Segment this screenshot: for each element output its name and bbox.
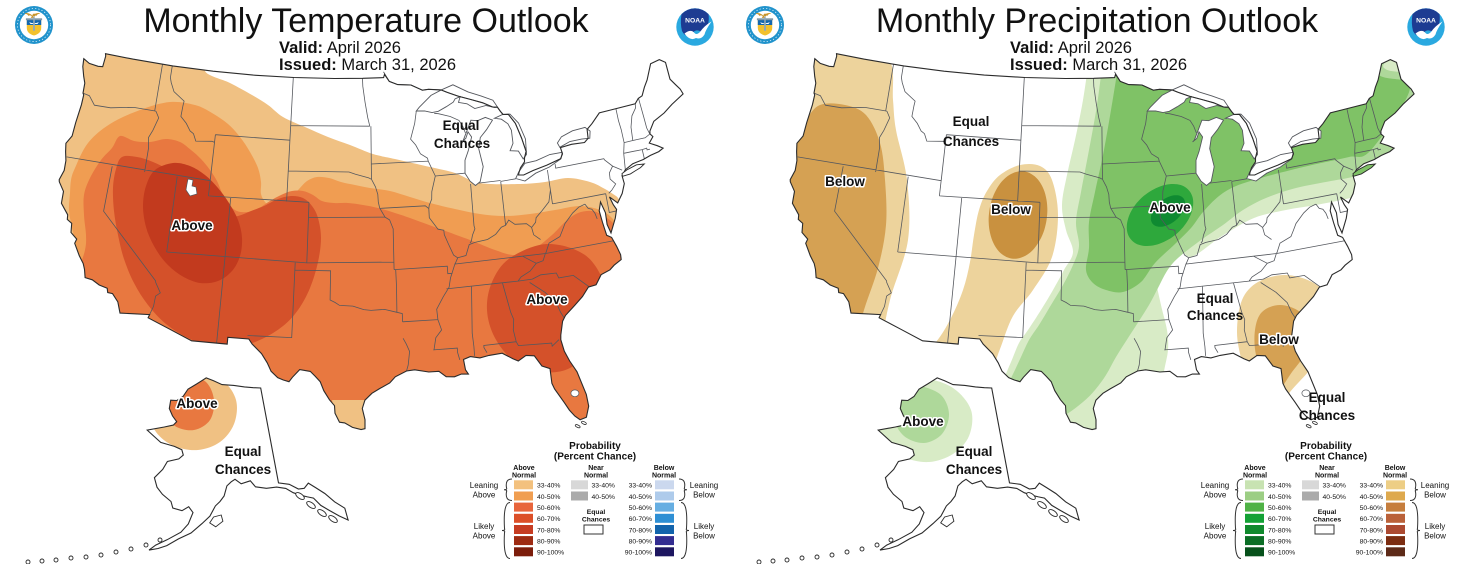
svg-text:Near: Near [588,465,604,472]
svg-text:Leaning: Leaning [1421,481,1449,490]
svg-text:Chances: Chances [943,134,999,149]
svg-text:Normal: Normal [1243,473,1267,480]
svg-text:NOAA: NOAA [685,18,705,25]
svg-text:Above: Above [1204,532,1227,541]
svg-text:Equal: Equal [953,114,990,129]
svg-text:Normal: Normal [1315,473,1339,480]
svg-text:Above: Above [1244,465,1266,472]
svg-text:Above: Above [1149,200,1191,215]
svg-text:Above: Above [473,532,496,541]
svg-text:Equal: Equal [956,444,993,459]
svg-text:50-60%: 50-60% [537,505,560,512]
svg-text:Above: Above [1204,491,1227,500]
svg-text:Above: Above [171,218,213,233]
svg-text:Leaning: Leaning [690,481,718,490]
svg-text:Probability: Probability [569,441,621,452]
svg-text:(Percent Chance): (Percent Chance) [554,452,636,463]
svg-text:33-40%: 33-40% [1360,483,1383,490]
svg-text:Likely: Likely [474,522,494,531]
svg-text:Below: Below [825,174,865,189]
svg-text:Equal: Equal [587,509,606,516]
svg-text:50-60%: 50-60% [1360,505,1383,512]
svg-text:50-60%: 50-60% [629,505,652,512]
svg-text:Issued: March 31, 2026: Issued: March 31, 2026 [1010,56,1187,74]
svg-text:Monthly Precipitation Outlook: Monthly Precipitation Outlook [876,2,1319,40]
svg-text:90-100%: 90-100% [537,550,564,557]
svg-text:Above: Above [513,465,535,472]
svg-text:33-40%: 33-40% [1323,483,1346,490]
svg-text:40-50%: 40-50% [1360,494,1383,501]
svg-text:70-80%: 70-80% [629,527,652,534]
svg-text:80-90%: 80-90% [629,538,652,545]
svg-text:NOAA: NOAA [1416,18,1436,25]
svg-text:33-40%: 33-40% [1268,483,1291,490]
svg-text:Equal: Equal [1318,509,1337,516]
svg-text:Chances: Chances [434,136,490,151]
svg-text:80-90%: 80-90% [1268,538,1291,545]
svg-text:Chances: Chances [215,462,271,477]
svg-text:80-90%: 80-90% [537,538,560,545]
svg-text:Issued: March 31, 2026: Issued: March 31, 2026 [279,56,456,74]
svg-text:60-70%: 60-70% [1268,516,1291,523]
svg-text:(Percent Chance): (Percent Chance) [1285,452,1367,463]
svg-text:Near: Near [1319,465,1335,472]
svg-text:33-40%: 33-40% [537,483,560,490]
svg-text:Leaning: Leaning [1201,481,1229,490]
svg-text:Above: Above [902,414,944,429]
svg-text:70-80%: 70-80% [1268,527,1291,534]
svg-text:90-100%: 90-100% [1356,550,1383,557]
svg-text:Valid: April 2026: Valid: April 2026 [279,39,401,57]
svg-text:Chances: Chances [582,517,611,524]
svg-text:Likely: Likely [694,522,714,531]
svg-text:Equal: Equal [1197,291,1234,306]
svg-text:Likely: Likely [1425,522,1445,531]
svg-text:40-50%: 40-50% [629,494,652,501]
svg-text:90-100%: 90-100% [1268,550,1295,557]
svg-text:70-80%: 70-80% [537,527,560,534]
svg-text:60-70%: 60-70% [537,516,560,523]
svg-text:Normal: Normal [584,473,608,480]
svg-text:80-90%: 80-90% [1360,538,1383,545]
svg-text:Leaning: Leaning [470,481,498,490]
svg-text:33-40%: 33-40% [592,483,615,490]
svg-text:33-40%: 33-40% [629,483,652,490]
svg-text:Above: Above [176,396,218,411]
svg-text:40-50%: 40-50% [537,494,560,501]
svg-text:Normal: Normal [1383,473,1407,480]
svg-text:Likely: Likely [1205,522,1225,531]
svg-text:Valid: April 2026: Valid: April 2026 [1010,39,1132,57]
svg-text:Equal: Equal [1309,390,1346,405]
svg-text:Monthly Temperature Outlook: Monthly Temperature Outlook [143,2,589,40]
svg-text:Below: Below [693,532,715,541]
svg-text:Below: Below [1259,332,1299,347]
svg-text:Equal: Equal [443,118,480,133]
svg-text:Below: Below [654,465,675,472]
svg-text:Below: Below [991,202,1031,217]
svg-text:Below: Below [1424,532,1446,541]
svg-text:40-50%: 40-50% [592,494,615,501]
svg-text:Above: Above [473,491,496,500]
svg-text:Normal: Normal [512,473,536,480]
svg-text:Below: Below [1424,491,1446,500]
svg-text:50-60%: 50-60% [1268,505,1291,512]
svg-text:Normal: Normal [652,473,676,480]
svg-text:40-50%: 40-50% [1268,494,1291,501]
svg-text:Probability: Probability [1300,441,1352,452]
svg-text:Chances: Chances [1299,408,1355,423]
svg-text:Below: Below [693,491,715,500]
svg-text:60-70%: 60-70% [629,516,652,523]
svg-text:70-80%: 70-80% [1360,527,1383,534]
svg-text:60-70%: 60-70% [1360,516,1383,523]
svg-text:40-50%: 40-50% [1323,494,1346,501]
svg-text:Chances: Chances [946,462,1002,477]
svg-text:Above: Above [526,292,568,307]
svg-text:Chances: Chances [1187,308,1243,323]
svg-text:90-100%: 90-100% [625,550,652,557]
svg-text:Below: Below [1385,465,1406,472]
svg-text:Equal: Equal [225,444,262,459]
svg-text:Chances: Chances [1313,517,1342,524]
